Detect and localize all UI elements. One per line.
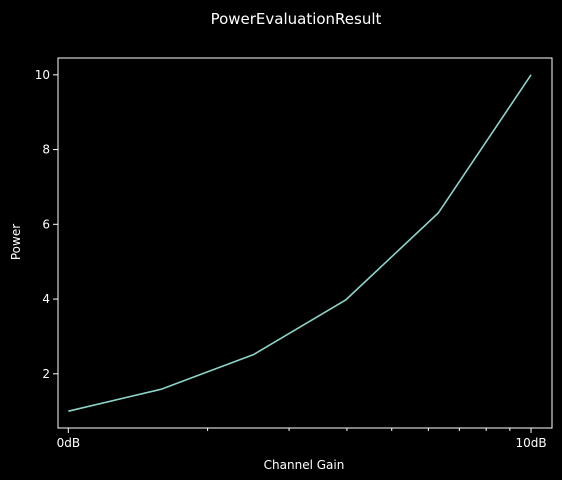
x-tick-label-0: 0dB — [57, 436, 80, 450]
y-tick-label-3: 8 — [42, 143, 50, 157]
y-tick-label-2: 6 — [42, 217, 50, 231]
axes-frame — [57, 57, 553, 429]
x-tick-label-1: 10dB — [515, 436, 546, 450]
y-tick-label-4: 10 — [35, 68, 50, 82]
y-tick-label-0: 2 — [42, 367, 50, 381]
plot-area: 0dB 10dB 2 4 6 8 10 — [35, 57, 553, 450]
y-tick-label-1: 4 — [42, 292, 50, 306]
series-line-0 — [68, 74, 532, 412]
chart-title: PowerEvaluationResult — [211, 10, 382, 28]
y-axis-label: Power — [9, 224, 23, 260]
x-axis-label: Channel Gain — [264, 458, 345, 472]
